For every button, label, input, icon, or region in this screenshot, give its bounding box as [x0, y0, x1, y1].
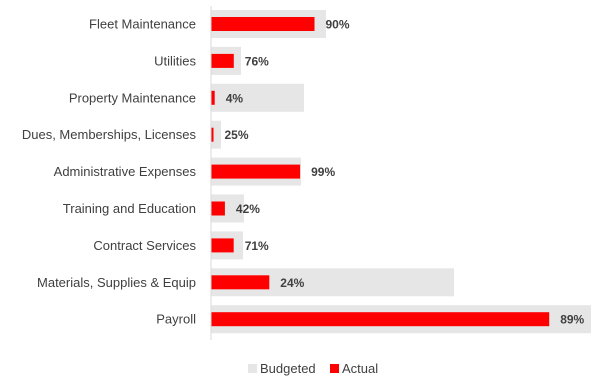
bars-layer [211, 10, 591, 334]
bar-budgeted [211, 120, 221, 149]
category-label: Dues, Memberships, Licenses [22, 127, 197, 142]
data-label: 90% [326, 18, 350, 32]
bar-actual [211, 17, 315, 31]
bar-actual [211, 127, 214, 142]
labels-layer: Fleet Maintenance 90% Utilities 76% Property… [22, 17, 585, 327]
bar-budgeted [211, 83, 304, 112]
legend-label-actual: Actual [342, 361, 378, 376]
category-label: Fleet Maintenance [89, 17, 196, 32]
bar-actual [211, 201, 225, 216]
category-label: Materials, Supplies & Equip [37, 275, 196, 290]
category-label: Administrative Expenses [54, 164, 197, 179]
category-label: Utilities [154, 53, 196, 68]
data-label: 99% [311, 165, 335, 179]
legend: Budgeted Actual [248, 361, 378, 376]
bar-actual [211, 238, 234, 253]
category-label: Contract Services [93, 238, 196, 253]
bar-actual [211, 312, 550, 327]
legend-swatch-actual [330, 364, 339, 373]
bar-actual [211, 275, 270, 290]
bar-actual [211, 90, 215, 105]
data-label: 42% [236, 202, 260, 216]
bar-actual [211, 164, 301, 179]
category-label: Training and Education [63, 201, 196, 216]
category-label: Property Maintenance [69, 90, 196, 105]
data-label: 89% [560, 313, 584, 327]
category-label: Payroll [156, 312, 196, 327]
data-label: 71% [245, 239, 269, 253]
legend-label-budgeted: Budgeted [260, 361, 316, 376]
data-label: 25% [225, 128, 249, 142]
bar-actual [211, 53, 234, 68]
data-label: 4% [226, 91, 244, 105]
data-label: 76% [245, 54, 269, 68]
data-label: 24% [280, 276, 304, 290]
legend-swatch-budgeted [248, 364, 257, 373]
